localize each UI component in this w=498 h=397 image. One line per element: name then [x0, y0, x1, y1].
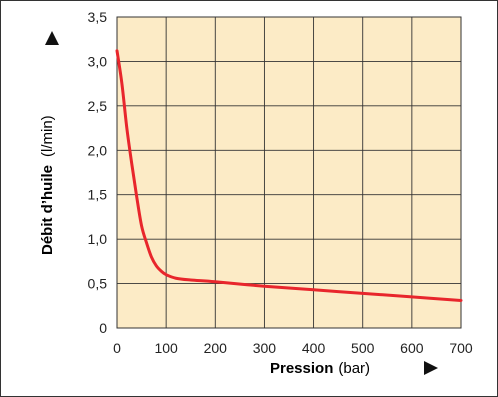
x-axis-title: Pression (bar) [270, 360, 438, 377]
x-tick-label: 100 [154, 340, 178, 356]
y-tick-label: 3,0 [88, 53, 108, 69]
y-axis-ticks: 0 0,5 1,0 1,5 2,0 2,5 3,0 3,5 [88, 9, 108, 336]
x-axis-label-unit: (bar) [338, 360, 370, 377]
y-tick-label: 0 [99, 320, 107, 336]
x-tick-label: 200 [204, 340, 228, 356]
series-line [115, 49, 463, 302]
x-axis-label-main: Pression [270, 360, 333, 377]
x-tick-label: 300 [253, 340, 277, 356]
x-tick-label: 700 [449, 340, 473, 356]
y-axis-title: Débit d’huile (l/min) [39, 31, 59, 255]
x-axis-ticks: 0 100 200 300 400 500 600 700 [113, 340, 473, 356]
x-axis-arrow-icon [424, 361, 438, 375]
x-axis-label: Pression (bar) [270, 360, 370, 377]
y-axis-label-unit: (l/min) [39, 115, 56, 157]
x-tick-label: 500 [351, 340, 375, 356]
y-tick-label: 2,5 [88, 98, 108, 114]
x-tick-label: 600 [400, 340, 424, 356]
y-axis-label: Débit d’huile (l/min) [39, 115, 56, 255]
y-axis-arrow-icon [45, 31, 59, 45]
y-tick-label: 1,5 [88, 187, 108, 203]
plot-background [116, 16, 462, 329]
x-tick-label: 0 [113, 340, 121, 356]
y-tick-label: 2,0 [88, 142, 108, 158]
y-tick-label: 0,5 [88, 276, 108, 292]
y-tick-label: 3,5 [88, 9, 108, 25]
y-axis-label-main: Débit d’huile [39, 165, 56, 255]
x-tick-label: 400 [302, 340, 326, 356]
y-tick-label: 1,0 [88, 231, 108, 247]
grid [116, 16, 462, 329]
